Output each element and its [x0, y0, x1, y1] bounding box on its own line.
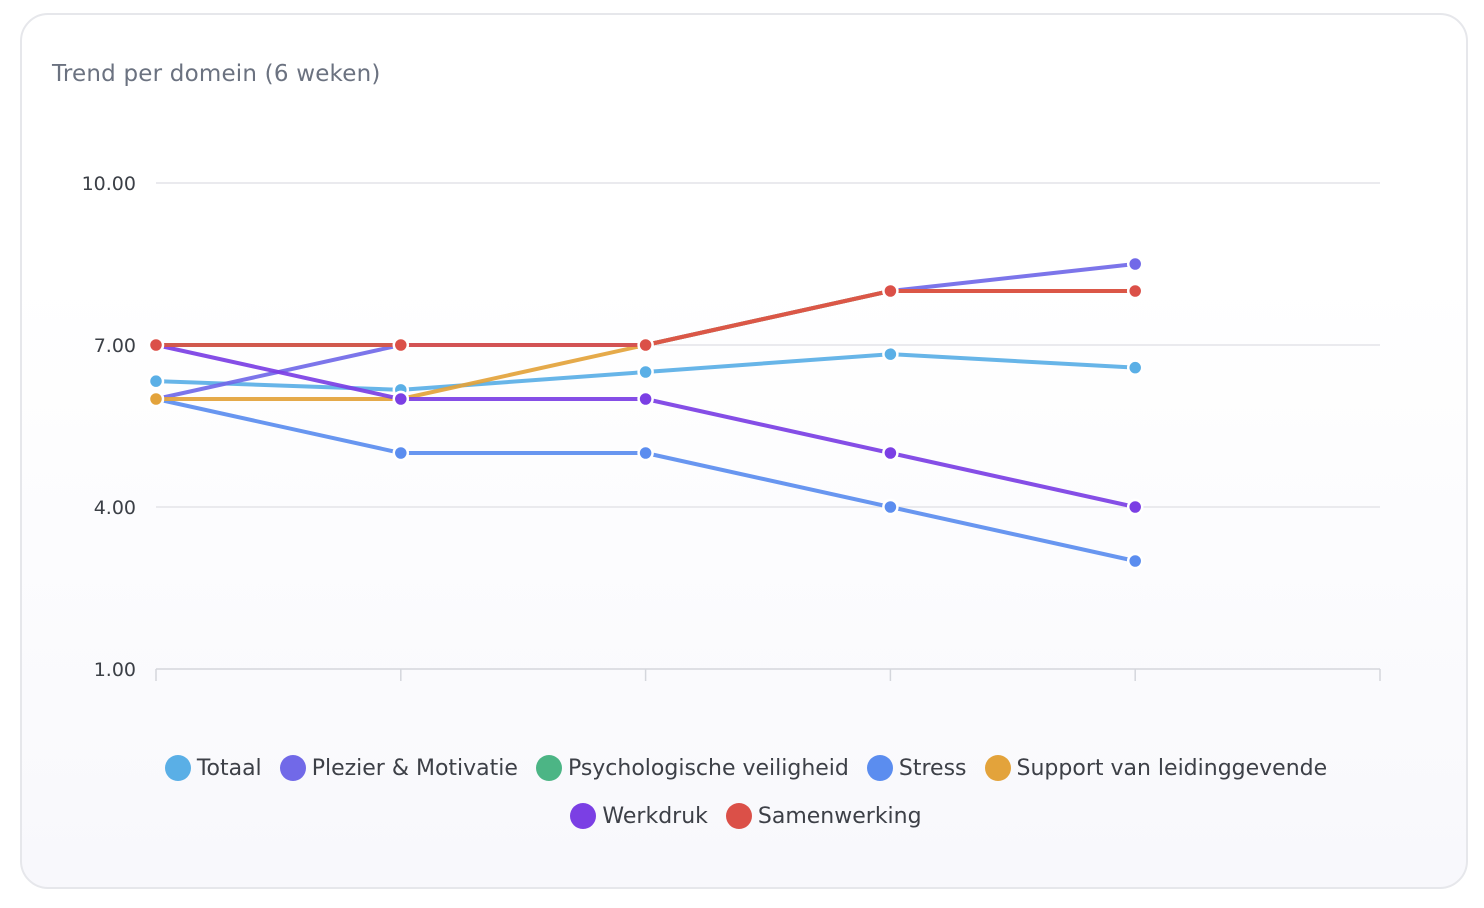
data-point-samenwerking: [637, 336, 654, 354]
legend-label: Psychologische veiligheid: [567, 755, 849, 781]
data-point-plezier-motivatie: [1126, 255, 1144, 273]
legend-swatch: [535, 755, 562, 781]
data-point-totaal: [882, 345, 899, 363]
legend-swatch: [164, 755, 191, 781]
data-point-samenwerking: [147, 336, 165, 354]
legend-swatch: [279, 755, 306, 781]
legend-swatch: [984, 755, 1011, 781]
legend-item-support-van-leidinggevende[interactable]: Support van leidinggevende: [984, 755, 1328, 781]
chart-card: Trend per domein (6 weken) 1.00 4.00 7.00 1…: [20, 13, 1468, 889]
legend-swatch: [725, 803, 752, 829]
data-point-samenwerking: [1126, 282, 1144, 300]
y-tick-label: 4.00: [94, 497, 136, 519]
data-point-totaal: [147, 372, 165, 390]
data-point-samenwerking: [392, 336, 410, 354]
y-tick-label: 7.00: [94, 335, 136, 357]
legend-item-stress[interactable]: Stress: [866, 755, 967, 781]
legend-label: Totaal: [196, 755, 262, 781]
line-chart: 1.00 4.00 7.00 10.00: [82, 173, 1381, 681]
legend-label: Plezier & Motivatie: [311, 755, 518, 781]
data-point-stress: [392, 444, 410, 462]
data-point-werkdruk: [1126, 498, 1144, 516]
series-line-stress: [154, 397, 1138, 563]
data-point-stress: [1126, 552, 1144, 570]
legend-label: Stress: [898, 755, 967, 781]
data-point-werkdruk: [882, 444, 899, 462]
legend-item-psychologische-veiligheid[interactable]: Psychologische veiligheid: [535, 755, 849, 781]
data-point-werkdruk: [392, 390, 410, 408]
legend-swatch: [866, 755, 893, 781]
legend-item-totaal[interactable]: Totaal: [164, 755, 262, 781]
chart-title: Trend per domein (6 weken): [52, 61, 381, 87]
legend-label: Support van leidinggevende: [1016, 755, 1328, 781]
y-tick-label: 10.00: [82, 173, 136, 195]
legend-item-plezier-motivatie[interactable]: Plezier & Motivatie: [279, 755, 518, 781]
data-point-support-van-leidinggevende: [147, 390, 165, 408]
legend-swatch: [570, 803, 597, 829]
chart-legend: Totaal Plezier & Motivatie Psychologische …: [22, 755, 1470, 829]
data-point-stress: [882, 498, 899, 516]
data-point-stress: [637, 444, 654, 462]
legend-label: Werkdruk: [602, 803, 708, 829]
legend-item-werkdruk[interactable]: Werkdruk: [570, 803, 708, 829]
legend-item-samenwerking[interactable]: Samenwerking: [725, 803, 922, 829]
legend-label: Samenwerking: [757, 803, 922, 829]
data-point-totaal: [1126, 359, 1144, 376]
data-point-werkdruk: [637, 390, 654, 408]
data-point-totaal: [637, 363, 654, 381]
y-tick-label: 1.00: [94, 659, 136, 681]
data-point-samenwerking: [882, 282, 899, 300]
